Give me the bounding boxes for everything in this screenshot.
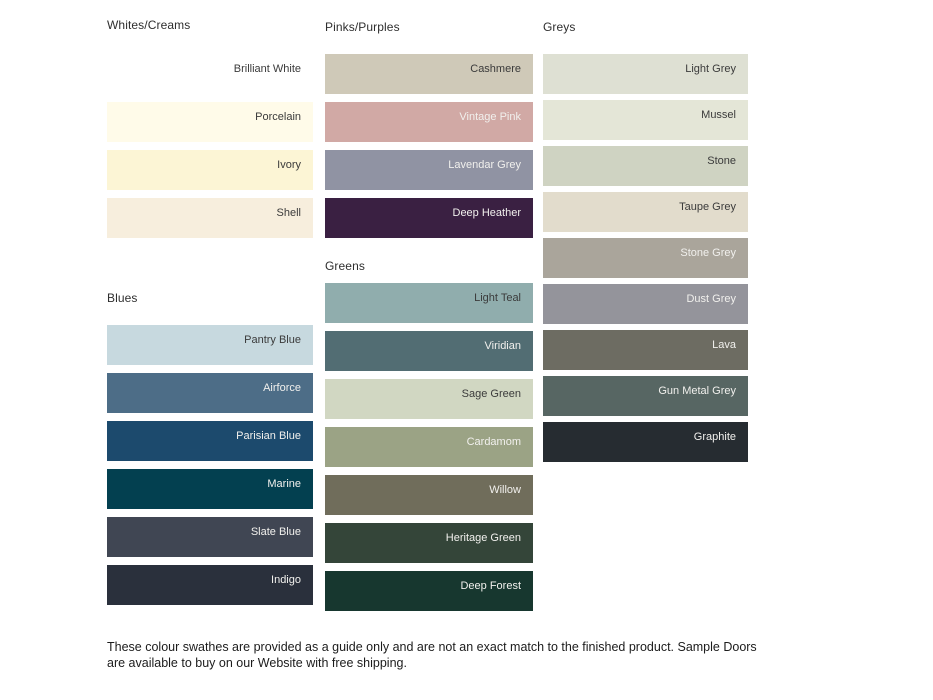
color-swatch-willow: Willow xyxy=(325,475,533,515)
swatch-label: Taupe Grey xyxy=(679,201,736,213)
swatch-label: Stone xyxy=(707,155,736,167)
section-greens: Greens Light Teal Viridian Sage Green Carda… xyxy=(325,259,533,611)
swatch-label: Heritage Green xyxy=(445,532,521,544)
column-pinks-and-greens: Pinks/Purples Cashmere Vintage Pink Lavend… xyxy=(325,20,533,611)
color-swatch-dust-grey: Dust Grey xyxy=(543,284,748,324)
color-swatch-porcelain: Porcelain xyxy=(107,102,313,142)
swatch-list-greens: Light Teal Viridian Sage Green Cardamom Will… xyxy=(325,283,533,611)
section-title-blues: Blues xyxy=(107,291,138,305)
swatch-label: Marine xyxy=(267,478,301,490)
swatch-label: Light Teal xyxy=(474,292,521,304)
swatch-list-whites-creams: Brilliant White Porcelain Ivory Shell xyxy=(107,54,313,238)
color-swatch-gun-metal-grey: Gun Metal Grey xyxy=(543,376,748,416)
section-greys: Greys Light Grey Mussel Stone Taupe Grey Sto… xyxy=(543,20,748,462)
swatch-label: Airforce xyxy=(263,382,301,394)
swatch-label: Stone Grey xyxy=(680,247,736,259)
swatch-label: Lavendar Grey xyxy=(448,159,521,171)
color-swatch-taupe-grey: Taupe Grey xyxy=(543,192,748,232)
color-swatch-cardamom: Cardamom xyxy=(325,427,533,467)
swatch-label: Shell xyxy=(276,207,301,219)
color-swatch-brilliant-white: Brilliant White xyxy=(107,54,313,94)
swatch-label: Deep Forest xyxy=(460,580,521,592)
color-swatch-parisian-blue: Parisian Blue xyxy=(107,421,313,461)
section-title-pinks-purples: Pinks/Purples xyxy=(325,20,400,34)
swatch-label: Vintage Pink xyxy=(459,111,521,123)
color-swatch-airforce: Airforce xyxy=(107,373,313,413)
swatch-label: Graphite xyxy=(693,431,736,443)
swatch-list-blues: Pantry Blue Airforce Parisian Blue Marine Sl… xyxy=(107,325,313,605)
color-swatch-stone: Stone xyxy=(543,146,748,186)
color-swatch-lava: Lava xyxy=(543,330,748,370)
swatch-label: Sage Green xyxy=(461,388,521,400)
color-swatch-graphite: Graphite xyxy=(543,422,748,462)
swatch-label: Willow xyxy=(489,484,521,496)
swatch-label: Viridian xyxy=(484,340,522,352)
swatch-label: Pantry Blue xyxy=(244,334,301,346)
section-title-greens: Greens xyxy=(325,259,365,273)
section-whites-creams: Whites/Creams Brilliant White Porcelain Iv… xyxy=(107,18,313,238)
color-swatch-light-grey: Light Grey xyxy=(543,54,748,94)
color-swatch-stone-grey: Stone Grey xyxy=(543,238,748,278)
column-whites-and-blues: Whites/Creams Brilliant White Porcelain Iv… xyxy=(107,18,313,605)
swatch-label: Indigo xyxy=(271,574,301,586)
color-swatch-marine: Marine xyxy=(107,469,313,509)
color-swatch-slate-blue: Slate Blue xyxy=(107,517,313,557)
disclaimer-text: These colour swathes are provided as a g… xyxy=(107,640,757,670)
swatch-label: Mussel xyxy=(701,109,736,121)
color-swatch-sage-green: Sage Green xyxy=(325,379,533,419)
color-swatch-indigo: Indigo xyxy=(107,565,313,605)
swatch-list-pinks-purples: Cashmere Vintage Pink Lavendar Grey Deep He… xyxy=(325,54,533,238)
color-swatch-light-teal: Light Teal xyxy=(325,283,533,323)
color-swatch-ivory: Ivory xyxy=(107,150,313,190)
swatch-label: Cardamom xyxy=(466,436,521,448)
swatch-label: Slate Blue xyxy=(250,526,301,538)
swatch-label: Brilliant White xyxy=(233,63,301,75)
color-swatch-lavendar-grey: Lavendar Grey xyxy=(325,150,533,190)
swatch-label: Dust Grey xyxy=(686,293,736,305)
swatch-label: Lava xyxy=(712,339,736,351)
swatch-label: Cashmere xyxy=(470,63,521,75)
swatch-list-greys: Light Grey Mussel Stone Taupe Grey Stone Gre… xyxy=(543,54,748,462)
swatch-label: Parisian Blue xyxy=(236,430,301,442)
swatch-label: Deep Heather xyxy=(452,207,522,219)
section-blues: Blues Pantry Blue Airforce Parisian Blue Ma… xyxy=(107,291,313,605)
section-pinks-purples: Pinks/Purples Cashmere Vintage Pink Lavend… xyxy=(325,20,533,238)
color-swatch-vintage-pink: Vintage Pink xyxy=(325,102,533,142)
color-swatch-mussel: Mussel xyxy=(543,100,748,140)
color-swatch-heritage-green: Heritage Green xyxy=(325,523,533,563)
color-swatch-cashmere: Cashmere xyxy=(325,54,533,94)
swatch-label: Gun Metal Grey xyxy=(658,385,736,397)
color-swatch-viridian: Viridian xyxy=(325,331,533,371)
color-swatch-deep-forest: Deep Forest xyxy=(325,571,533,611)
color-swatch-deep-heather: Deep Heather xyxy=(325,198,533,238)
section-title-greys: Greys xyxy=(543,20,576,34)
column-greys: Greys Light Grey Mussel Stone Taupe Grey Sto… xyxy=(543,20,748,462)
color-swatch-pantry-blue: Pantry Blue xyxy=(107,325,313,365)
swatch-label: Ivory xyxy=(277,159,301,171)
swatch-label: Light Grey xyxy=(685,63,736,75)
color-swatch-shell: Shell xyxy=(107,198,313,238)
section-title-whites-creams: Whites/Creams xyxy=(107,18,191,32)
swatch-label: Porcelain xyxy=(255,111,301,123)
